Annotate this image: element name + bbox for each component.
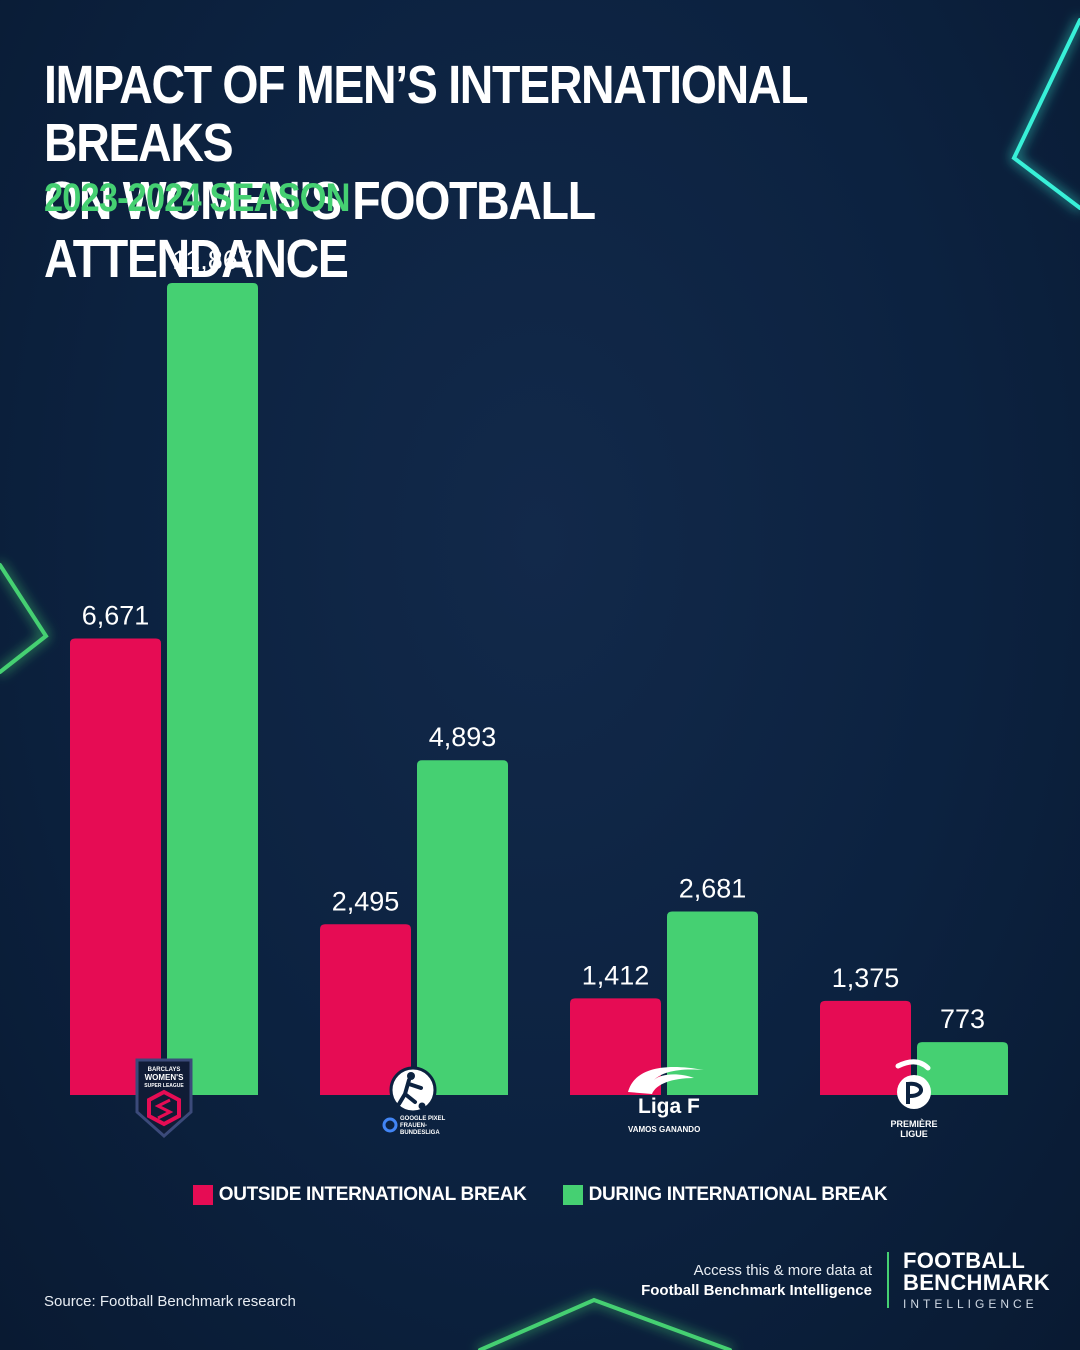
bar-chart: 6,67111,8672,4954,8931,4122,6811,375773 … (70, 245, 1008, 1139)
wsl-logo-text-3: SUPER LEAGUE (144, 1083, 184, 1089)
value-label-ligaf-during: 2,681 (679, 874, 747, 904)
value-label-ligaf-outside: 1,412 (582, 960, 650, 990)
legend-label-during: DURING INTERNATIONAL BREAK (588, 1184, 888, 1205)
frauen-bundesliga-icon: GOOGLE PIXEL FRAUEN- BUNDESLIGA (382, 1066, 446, 1136)
glow-line-top-right (1011, 18, 1080, 210)
wsl-crest-icon: BARCLAYS WOMEN'S SUPER LEAGUE (135, 1058, 193, 1139)
value-label-bundesliga-during: 4,893 (429, 722, 497, 752)
ligaf-logo-text-2: VAMOS GANANDO (628, 1125, 700, 1134)
premiere-logo-text-1: PREMIÈRE (890, 1119, 937, 1129)
wsl-logo-text-1: BARCLAYS (148, 1067, 181, 1073)
bundesliga-logo-text-1: GOOGLE PIXEL (400, 1116, 446, 1122)
liga-f-icon: Liga F VAMOS GANANDO (628, 1066, 704, 1134)
glow-line-bottom (478, 1297, 732, 1350)
value-label-premiere-outside: 1,375 (832, 963, 900, 993)
bar-bundesliga-outside (320, 924, 411, 1095)
access-note-line-1: Access this & more data at (693, 1262, 872, 1279)
legend-item-during: DURING INTERNATIONAL BREAK (562, 1184, 888, 1206)
brand-logo-line-3: INTELLIGENCE (903, 1297, 1038, 1311)
bar-ligaf-outside (570, 998, 661, 1095)
value-label-premiere-during: 773 (940, 1004, 985, 1034)
source-note: Source: Football Benchmark research (44, 1293, 296, 1310)
ligaf-logo-text-1: Liga F (638, 1095, 700, 1118)
access-note: Access this & more data at Football Benc… (641, 1261, 872, 1301)
premiere-ligue-icon: PREMIÈRE LIGUE (890, 1059, 938, 1139)
legend: OUTSIDE INTERNATIONAL BREAK DURING INTER… (0, 1184, 1080, 1206)
bundesliga-logo-text-3: BUNDESLIGA (400, 1130, 440, 1136)
bar-group (70, 283, 1008, 1095)
chart-title-line-2: ON WOMEN’S FOOTBALL ATTENDANCE (44, 171, 595, 289)
bar-ligaf-during (667, 911, 758, 1095)
glow-line-left (0, 563, 49, 674)
chart-title-line-1: IMPACT OF MEN’S INTERNATIONAL BREAKS (44, 55, 808, 173)
legend-item-outside: OUTSIDE INTERNATIONAL BREAK (192, 1184, 527, 1206)
value-label-wsl-outside: 6,671 (82, 601, 150, 631)
wsl-logo-text-2: WOMEN'S (145, 1073, 184, 1082)
brand-divider (887, 1252, 889, 1308)
access-note-line-2: Football Benchmark Intelligence (641, 1282, 872, 1299)
bar-premiere-during (917, 1042, 1008, 1095)
legend-swatch-during (562, 1185, 583, 1205)
bundesliga-logo-text-2: FRAUEN- (400, 1123, 427, 1129)
brand-logo-line-1: FOOTBALL (903, 1248, 1026, 1273)
chart-title: IMPACT OF MEN’S INTERNATIONAL BREAKS ON … (44, 56, 818, 288)
bar-wsl-during (167, 283, 258, 1095)
brand-logo-line-2: BENCHMARK (903, 1270, 1050, 1295)
value-label-group: 6,671 11,867 2,495 4,893 1,412 2,681 1,375 773 (82, 245, 985, 1034)
legend-swatch-outside (192, 1185, 213, 1205)
legend-label-outside: OUTSIDE INTERNATIONAL BREAK (218, 1184, 527, 1205)
football-benchmark-logo: FOOTBALL BENCHMARK INTELLIGENCE (903, 1248, 1050, 1312)
chart-subtitle: 2023-2024 SEASON (44, 176, 350, 220)
value-label-wsl-during: 11,867 (172, 245, 253, 275)
bar-premiere-outside (820, 1000, 911, 1095)
bar-wsl-outside (70, 638, 161, 1095)
value-label-bundesliga-outside: 2,495 (332, 886, 400, 916)
premiere-logo-text-2: LIGUE (900, 1129, 928, 1139)
bar-bundesliga-during (417, 760, 508, 1095)
